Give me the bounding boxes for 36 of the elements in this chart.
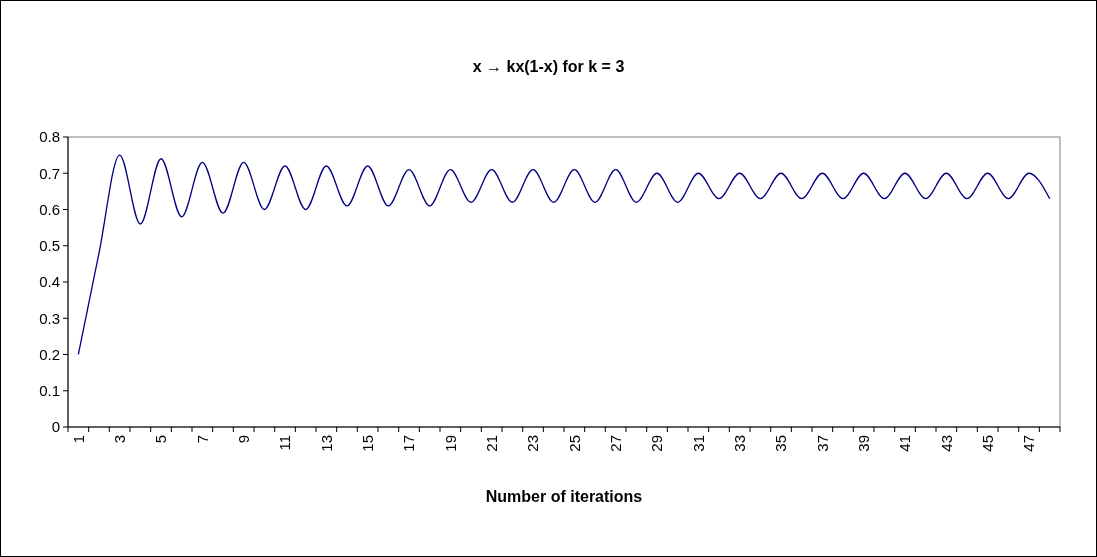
y-tick-label: 0.3 [39,309,60,327]
x-tick-label: 15 [358,435,376,452]
line-series [77,154,1051,356]
x-tick-label: 29 [648,435,666,452]
x-tick-label: 1 [69,435,87,444]
x-tick-label: 23 [524,435,542,452]
x-tick-label: 3 [110,435,128,444]
x-tick-label: 47 [1020,435,1038,452]
x-tick-label: 45 [978,435,996,452]
x-tick-label: 25 [565,435,583,452]
x-tick-label: 39 [854,435,872,452]
x-tick-label: 7 [193,435,211,444]
x-tick-label: 11 [276,435,294,451]
x-tick-label: 19 [441,435,459,452]
x-tick-label: 43 [937,435,955,452]
x-tick-label: 13 [317,435,335,452]
y-tick-label: 0 [51,418,60,436]
y-tick-label: 0.7 [39,164,60,182]
y-tick-label: 0.1 [39,382,60,399]
x-tick-label: 9 [234,435,252,444]
x-tick-label: 41 [896,435,914,452]
x-tick-label: 21 [482,435,500,452]
y-tick-label: 0.6 [39,200,60,218]
y-tick-label: 0.5 [39,237,60,254]
y-tick-label: 0.4 [39,273,60,291]
y-tick-label: 0.8 [39,128,60,146]
x-tick-label: 17 [400,435,418,452]
chart-title: x → kx(1-x) for k = 3 [472,58,625,75]
x-tick-label: 33 [730,435,748,452]
y-tick-label: 0.2 [39,345,60,363]
x-tick-label: 27 [606,435,624,452]
x-tick-label: 37 [813,435,831,452]
x-axis-title: Number of iterations [485,488,643,505]
x-tick-label: 5 [152,435,170,444]
x-tick-label: 31 [689,435,707,452]
x-tick-label: 35 [772,435,790,452]
